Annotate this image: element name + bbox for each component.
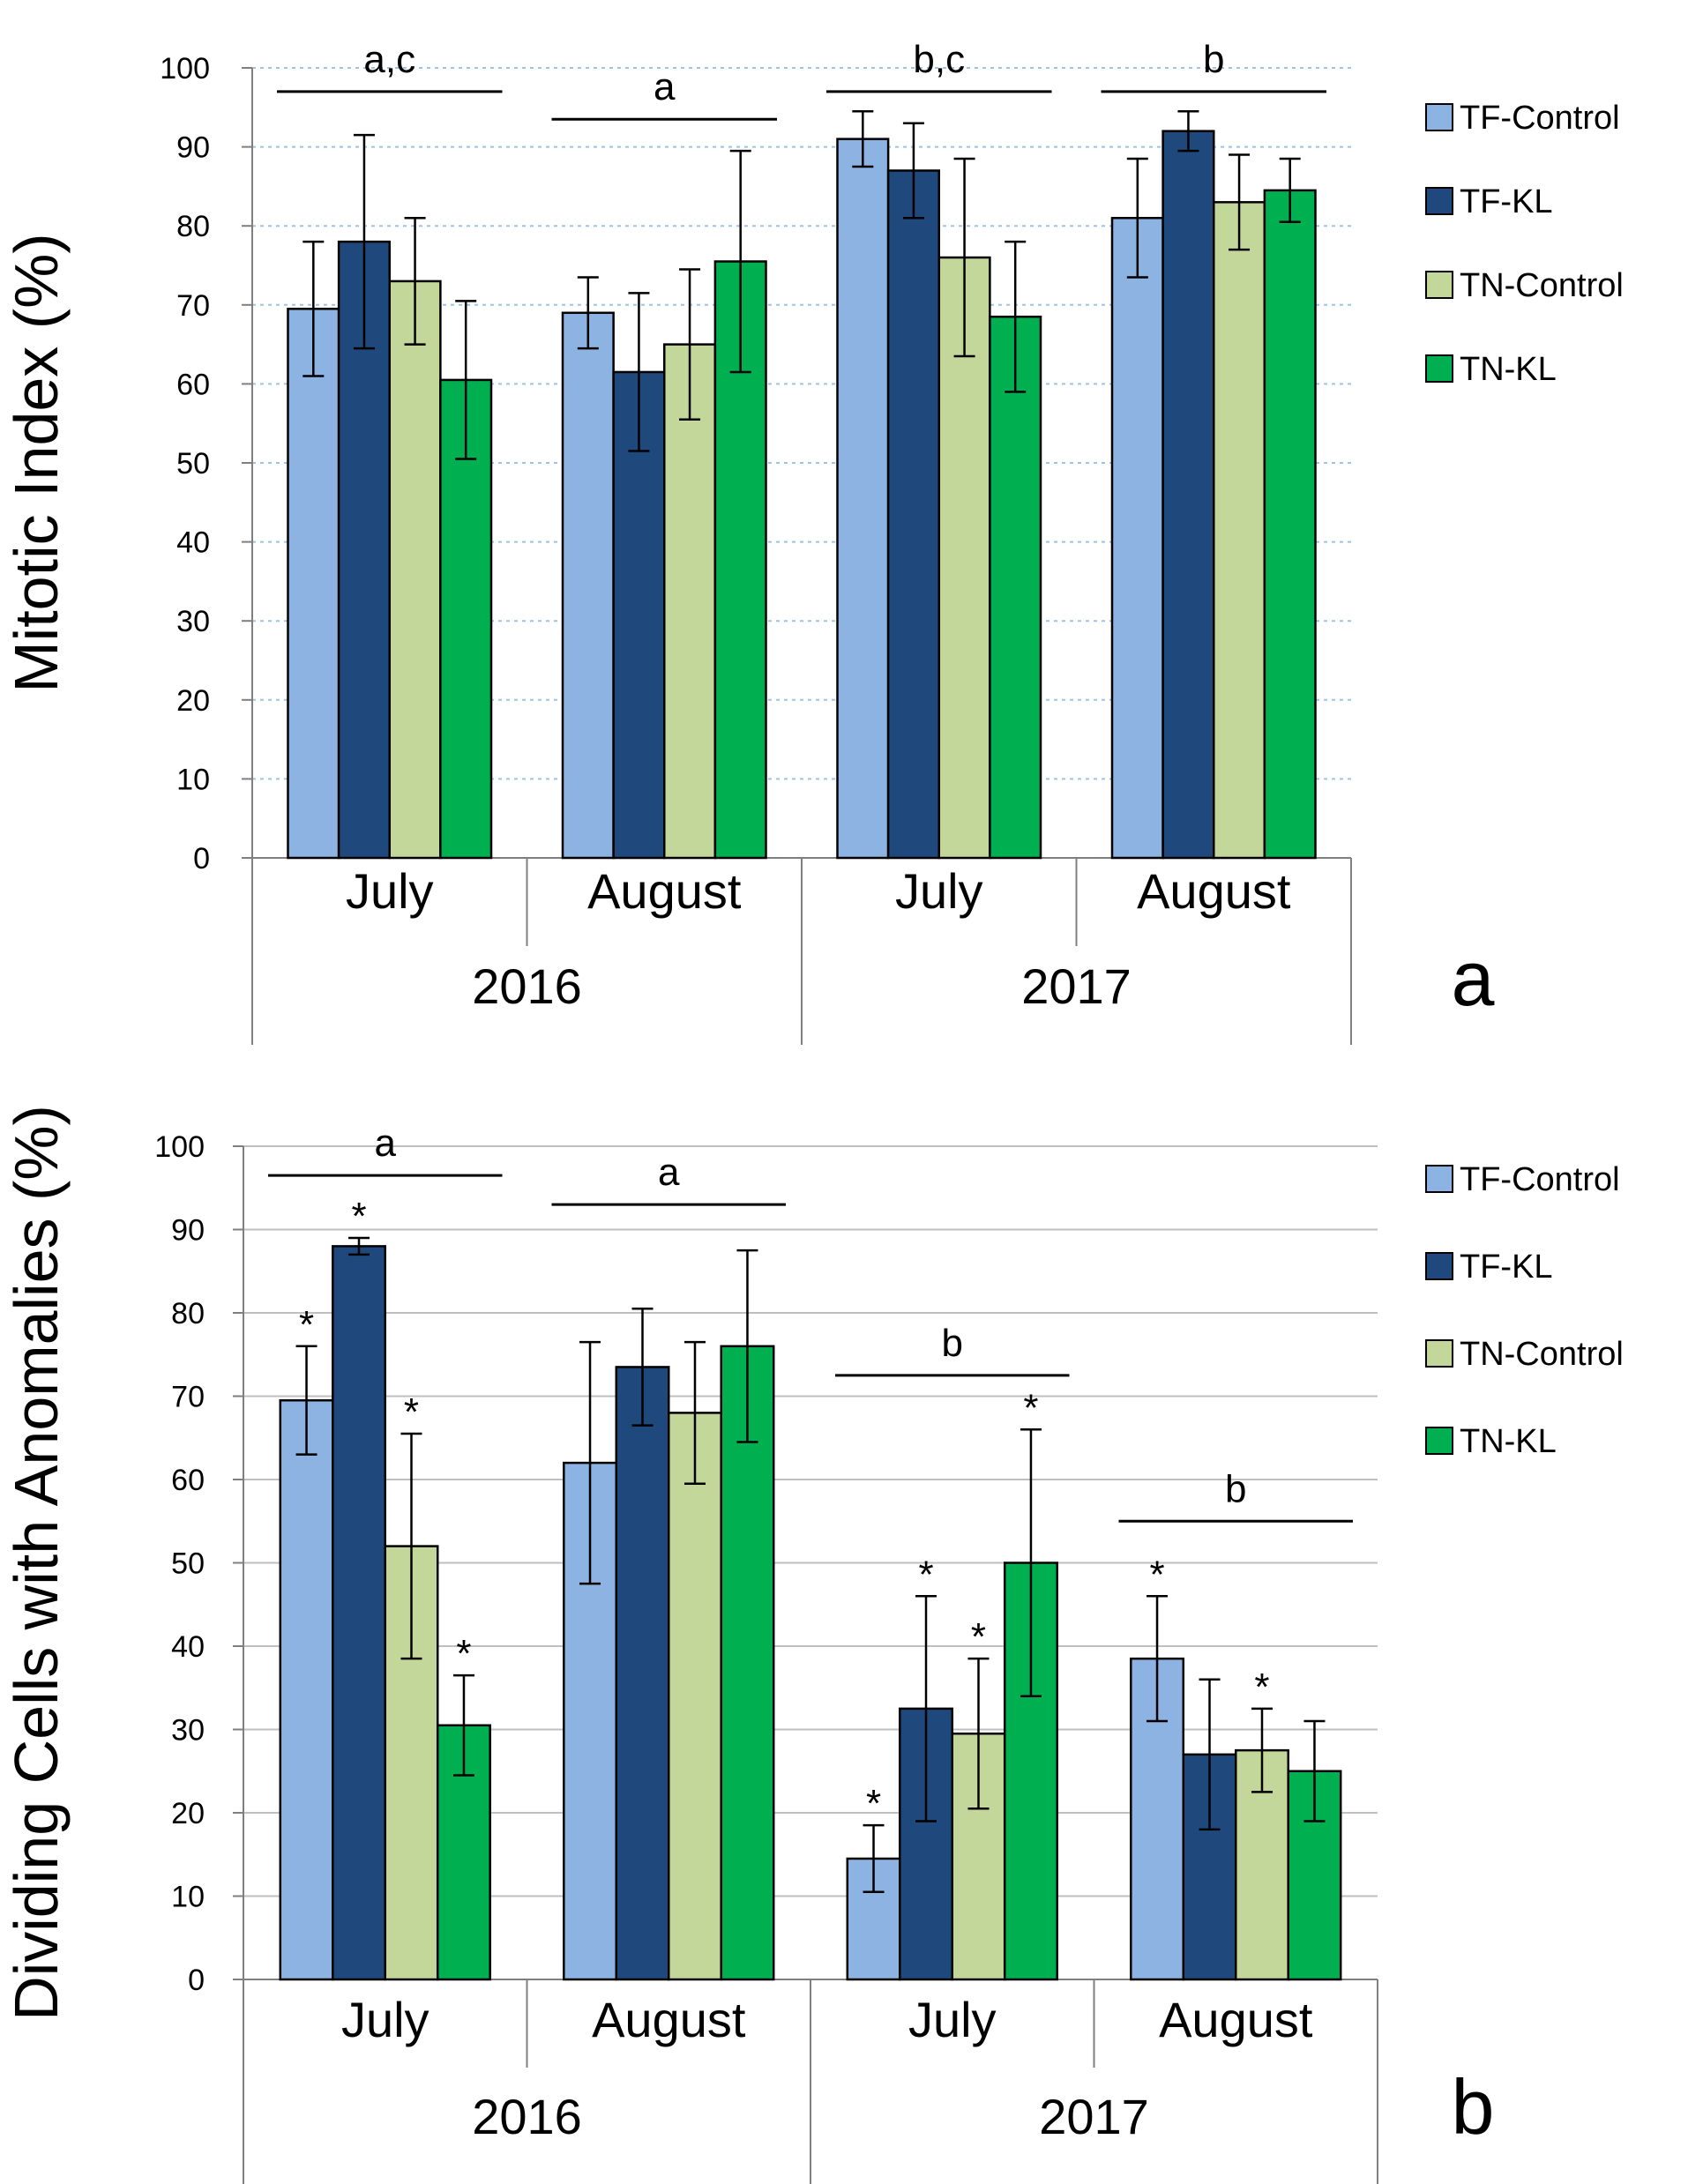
legend-swatch <box>1425 354 1453 383</box>
significance-asterisk: * <box>1149 1553 1164 1596</box>
significance-asterisk: * <box>1254 1666 1269 1709</box>
y-tick-label: 80 <box>171 1297 205 1331</box>
y-tick-label: 70 <box>176 289 210 323</box>
significance-letter: b <box>1225 1467 1246 1510</box>
legend-label: TN-KL <box>1460 351 1557 388</box>
bar-tf-control <box>287 308 340 860</box>
bar-tn-control <box>668 1412 722 1981</box>
significance-letter: a <box>658 1151 680 1194</box>
group-label: 2017 <box>1039 2089 1149 2144</box>
legend-label: TF-KL <box>1460 183 1553 220</box>
bar-tn-kl <box>989 315 1042 860</box>
legend-swatch <box>1425 187 1453 215</box>
y-tick-label: 50 <box>176 447 210 481</box>
chart-panel-a: 0 10 20 30 40 50 60 70 80 90 100 2016 2017 July August… <box>2 38 1624 1045</box>
significance-letter: a <box>375 1122 397 1165</box>
significance-asterisk: * <box>299 1303 314 1346</box>
y-tick-label: 20 <box>171 1797 205 1830</box>
category-label: July <box>346 863 434 919</box>
significance-letter: a <box>654 65 676 108</box>
category-label: August <box>587 863 742 919</box>
significance-asterisk: * <box>866 1782 881 1825</box>
y-tick-label: 60 <box>176 368 210 401</box>
significance-letter: b,c <box>913 38 965 81</box>
y-axis-title: Dividing Cells with Anomalies (%) <box>2 1105 71 2021</box>
significance-asterisk: * <box>971 1615 986 1658</box>
bar-tf-control <box>561 311 615 860</box>
significance-asterisk: * <box>456 1632 471 1675</box>
legend-swatch <box>1425 1165 1453 1193</box>
y-tick-label: 80 <box>176 210 210 243</box>
legend-swatch <box>1425 103 1453 131</box>
category-label: July <box>341 1992 429 2047</box>
bar-tn-kl <box>1287 1770 1342 1981</box>
bar-tn-kl <box>1263 189 1317 860</box>
significance-letter: b <box>1203 38 1224 81</box>
y-tick-label: 70 <box>171 1381 205 1414</box>
bar-tn-control <box>1213 201 1266 860</box>
significance-asterisk: * <box>351 1195 366 1238</box>
y-tick-label: 10 <box>171 1881 205 1914</box>
legend-label: TF-Control <box>1460 100 1620 137</box>
significance-letter: b <box>942 1322 963 1365</box>
panel-label: b <box>1452 2063 1495 2150</box>
bar-tf-control <box>1110 216 1164 860</box>
legend-swatch <box>1425 271 1453 299</box>
y-tick-label: 60 <box>171 1464 205 1497</box>
panel-label: a <box>1452 935 1495 1022</box>
group-label: 2016 <box>472 958 582 1014</box>
y-tick-label: 20 <box>176 684 210 718</box>
y-tick-label: 10 <box>176 763 210 796</box>
legend-label: TF-Control <box>1460 1161 1620 1198</box>
bar-tf-kl <box>332 1245 386 1981</box>
y-tick-label: 30 <box>176 605 210 638</box>
category-label: August <box>592 1992 746 2047</box>
legend-swatch <box>1425 1427 1453 1455</box>
legend-label: TN-Control <box>1460 1336 1624 1373</box>
bar-tn-control <box>951 1732 1006 1981</box>
bar-tf-kl <box>615 1366 670 1981</box>
y-tick-label: 40 <box>171 1630 205 1664</box>
y-axis-title: Mitotic Index (%) <box>2 233 71 692</box>
significance-asterisk: * <box>404 1390 419 1434</box>
group-label: 2016 <box>472 2089 582 2144</box>
legend-label: TF-KL <box>1460 1249 1553 1286</box>
category-label: August <box>1159 1992 1313 2047</box>
category-label: July <box>895 863 983 919</box>
legend-label: TN-Control <box>1460 267 1624 304</box>
y-tick-label: 50 <box>171 1547 205 1581</box>
y-tick-label: 100 <box>160 52 210 86</box>
bar-tf-kl <box>1161 130 1215 860</box>
y-tick-label: 40 <box>176 526 210 560</box>
category-label: July <box>908 1992 997 2047</box>
bar-tf-control <box>836 138 890 860</box>
legend-swatch <box>1425 1252 1453 1280</box>
legend-swatch <box>1425 1339 1453 1368</box>
bar-tf-control <box>279 1398 334 1981</box>
bar-tn-control <box>388 280 442 860</box>
bar-tn-control <box>663 343 717 860</box>
y-tick-label: 30 <box>171 1714 205 1748</box>
significance-asterisk: * <box>1023 1386 1038 1429</box>
significance-letter: a,c <box>363 38 415 81</box>
legend-label: TN-KL <box>1460 1423 1557 1460</box>
y-tick-label: 90 <box>171 1214 205 1248</box>
y-tick-label: 90 <box>176 131 210 165</box>
significance-asterisk: * <box>918 1553 933 1596</box>
group-label: 2017 <box>1021 958 1132 1014</box>
y-tick-label: 0 <box>188 1964 205 1997</box>
chart-panel-b: 0 10 20 30 40 50 60 70 80 90 100 2016 2017 July August… <box>2 1105 1624 2184</box>
category-label: August <box>1137 863 1291 919</box>
y-tick-label: 100 <box>154 1130 205 1164</box>
y-tick-label: 0 <box>193 842 210 876</box>
bar-tf-kl <box>886 169 940 860</box>
